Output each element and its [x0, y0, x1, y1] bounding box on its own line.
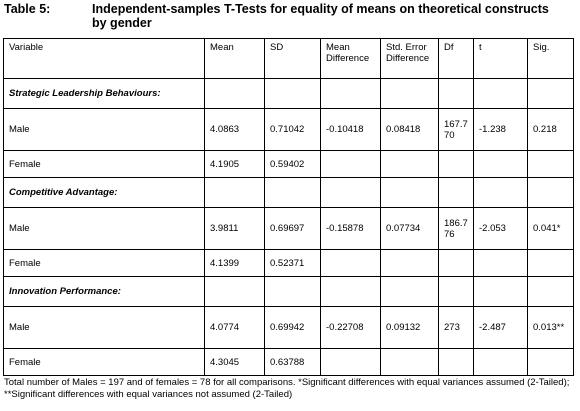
header-cell: Std. Error Difference	[380, 38, 439, 79]
empty-cell	[473, 78, 528, 109]
data-cell: Female	[3, 150, 205, 178]
header-cell: Sig.	[527, 38, 574, 79]
section-label: Innovation Performance:	[3, 276, 205, 307]
data-cell: 4.0863	[204, 108, 265, 151]
data-cell: 4.1905	[204, 150, 265, 178]
data-cell: 0.69697	[264, 207, 321, 250]
data-row: Male 4.0863 0.71042 -0.10418 0.08418 167.770-…	[3, 108, 574, 151]
header-cell: Variable	[3, 38, 205, 79]
data-row: Female 4.1905 0.59402	[3, 150, 574, 178]
empty-cell	[264, 78, 321, 109]
data-cell: 0.09132	[380, 306, 439, 349]
data-cell: 0.59402	[264, 150, 321, 178]
empty-cell	[473, 348, 528, 376]
data-cell: Female	[3, 348, 205, 376]
data-cell: 273	[438, 306, 474, 349]
empty-cell	[380, 177, 439, 208]
results-table: Variable Mean SD Mean Difference Std. Error …	[3, 38, 574, 376]
empty-cell	[320, 249, 381, 277]
data-row: Male 4.0774 0.69942 -0.22708 0.09132 273 -2.48…	[3, 306, 574, 349]
data-cell: 0.08418	[380, 108, 439, 151]
data-row: Female 4.3045 0.63788	[3, 348, 574, 376]
section-row: Innovation Performance:	[3, 276, 574, 307]
empty-cell	[438, 150, 474, 178]
empty-cell	[204, 276, 265, 307]
empty-cell	[527, 348, 574, 376]
data-cell: 4.0774	[204, 306, 265, 349]
data-cell: 0.041*	[527, 207, 574, 250]
empty-cell	[264, 276, 321, 307]
empty-cell	[320, 276, 381, 307]
data-cell: -0.22708	[320, 306, 381, 349]
table-note: Total number of Males = 197 and of femal…	[4, 377, 570, 400]
empty-cell	[320, 78, 381, 109]
data-cell: 4.3045	[204, 348, 265, 376]
empty-cell	[473, 177, 528, 208]
header-cell: t	[473, 38, 528, 79]
data-cell: 0.69942	[264, 306, 321, 349]
data-cell: -1.238	[473, 108, 528, 151]
section-label: Competitive Advantage:	[3, 177, 205, 208]
data-cell: 167.770	[438, 108, 474, 151]
section-row: Strategic Leadership Behaviours:	[3, 78, 574, 109]
data-cell: Male	[3, 306, 205, 349]
section-label: Strategic Leadership Behaviours:	[3, 78, 205, 109]
empty-cell	[473, 276, 528, 307]
data-cell: 0.013**	[527, 306, 574, 349]
empty-cell	[473, 249, 528, 277]
empty-cell	[320, 177, 381, 208]
data-cell: -0.15878	[320, 207, 381, 250]
data-cell: Male	[3, 207, 205, 250]
section-row: Competitive Advantage:	[3, 177, 574, 208]
header-cell: Mean Difference	[320, 38, 381, 79]
empty-cell	[380, 348, 439, 376]
empty-cell	[438, 276, 474, 307]
header-row: Variable Mean SD Mean Difference Std. Error …	[3, 38, 574, 79]
empty-cell	[527, 150, 574, 178]
data-cell: -2.487	[473, 306, 528, 349]
data-cell: Female	[3, 249, 205, 277]
data-cell: 0.07734	[380, 207, 439, 250]
empty-cell	[438, 249, 474, 277]
empty-cell	[527, 78, 574, 109]
header-cell: Df	[438, 38, 474, 79]
empty-cell	[264, 177, 321, 208]
empty-cell	[527, 249, 574, 277]
data-cell: Male	[3, 108, 205, 151]
data-cell: 3.9811	[204, 207, 265, 250]
empty-cell	[380, 78, 439, 109]
header-cell: Mean	[204, 38, 265, 79]
table-number: Table 5:	[4, 2, 51, 16]
empty-cell	[380, 150, 439, 178]
data-cell: -2.053	[473, 207, 528, 250]
data-cell: 0.71042	[264, 108, 321, 151]
empty-cell	[438, 177, 474, 208]
empty-cell	[204, 78, 265, 109]
table-title: Independent-samples T-Tests for equality…	[92, 2, 549, 30]
data-cell: 0.52371	[264, 249, 321, 277]
empty-cell	[473, 150, 528, 178]
empty-cell	[320, 150, 381, 178]
empty-cell	[527, 177, 574, 208]
data-row: Female 4.1399 0.52371	[3, 249, 574, 277]
empty-cell	[380, 276, 439, 307]
empty-cell	[204, 177, 265, 208]
data-row: Male 3.9811 0.69697 -0.15878 0.07734 186.776-…	[3, 207, 574, 250]
header-cell: SD	[264, 38, 321, 79]
empty-cell	[527, 276, 574, 307]
data-cell: 4.1399	[204, 249, 265, 277]
empty-cell	[380, 249, 439, 277]
empty-cell	[438, 348, 474, 376]
empty-cell	[320, 348, 381, 376]
data-cell: -0.10418	[320, 108, 381, 151]
empty-cell	[438, 78, 474, 109]
data-cell: 0.63788	[264, 348, 321, 376]
data-cell: 0.218	[527, 108, 574, 151]
data-cell: 186.776	[438, 207, 474, 250]
